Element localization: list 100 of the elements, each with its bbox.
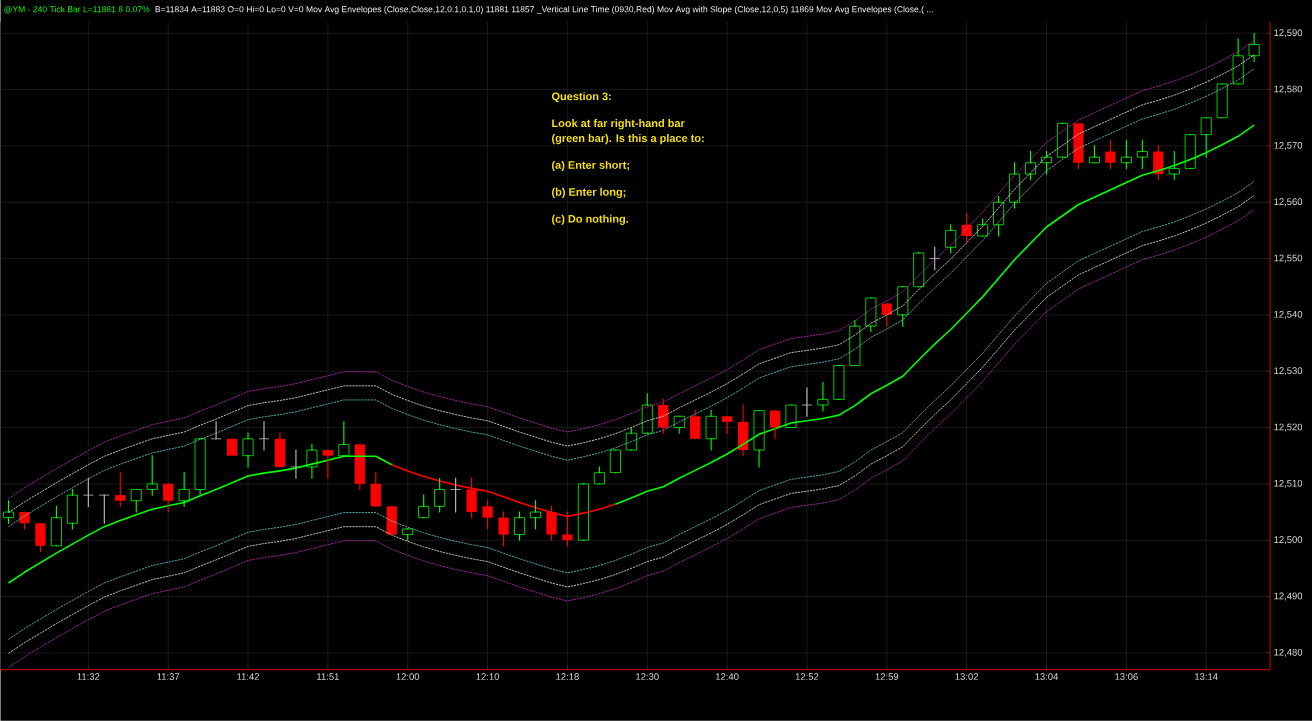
candlestick (1216, 83, 1228, 119)
x-tick-label: 12:59 (875, 673, 899, 681)
candlestick (226, 438, 238, 456)
candlestick (370, 472, 381, 507)
candlestick (1088, 145, 1100, 164)
annotation: Look at far right-hand bar (552, 119, 685, 130)
candlestick (673, 416, 685, 434)
candlestick (258, 421, 270, 451)
candlestick (19, 512, 30, 530)
annotation: (green bar). Is this a place to: (552, 134, 704, 145)
chart-title: @YM - 240 Tick Bar L=11881 8 0.07% (4, 6, 150, 14)
candlestick (482, 500, 493, 530)
candlestick (82, 477, 94, 508)
x-tick-label: 12:10 (476, 673, 500, 681)
candlestick (658, 398, 669, 434)
candlestick (1105, 139, 1116, 170)
x-tick-label: 13:04 (1035, 673, 1059, 681)
candlestick (897, 286, 909, 327)
candlestick (1136, 139, 1148, 170)
candlestick (1009, 162, 1021, 209)
y-tick-label: 12,580 (1274, 85, 1303, 94)
candlestick (737, 404, 749, 457)
x-tick-label: 11:42 (237, 673, 260, 680)
candlestick (529, 500, 541, 530)
candlestick (322, 450, 333, 479)
x-tick-label: 11:51 (317, 673, 339, 680)
y-tick-label: 12,570 (1274, 142, 1303, 150)
candlestick (977, 218, 989, 237)
candlestick (577, 483, 589, 541)
candlestick (690, 410, 701, 439)
y-tick-label: 12,550 (1274, 254, 1303, 263)
x-tick-label: 12:40 (716, 673, 739, 681)
candlestick (801, 387, 813, 417)
candlestick (163, 484, 174, 513)
candlestick (178, 472, 190, 508)
candlestick (1041, 151, 1053, 175)
candlestick (722, 416, 733, 434)
candlestick (434, 477, 446, 513)
annotation: Question 3: (551, 92, 611, 103)
candlestick (609, 449, 621, 474)
candlestick (98, 494, 110, 524)
x-tick-label: 12:00 (396, 673, 420, 681)
candlestick (865, 297, 877, 333)
y-tick-label: 12,540 (1274, 311, 1303, 319)
candlestick (1168, 151, 1180, 181)
candlestick (929, 246, 941, 271)
candlestick (130, 489, 142, 513)
candlestick (1184, 134, 1196, 169)
x-tick-label: 13:06 (1115, 673, 1138, 681)
candlestick (1248, 32, 1260, 63)
candlestick (66, 489, 78, 530)
y-tick-label: 12,480 (1274, 649, 1303, 657)
candlestick (50, 505, 62, 547)
y-tick-label: 12,520 (1274, 423, 1303, 432)
candlestick (1073, 123, 1084, 170)
annotation: (a) Enter short; (552, 161, 629, 172)
x-tick-label: 11:37 (157, 673, 180, 681)
y-tick-label: 12,490 (1274, 592, 1303, 601)
candlestick (514, 511, 526, 541)
annotation: (c) Do nothing. (552, 214, 628, 226)
candlestick (290, 449, 302, 479)
candlestick (625, 427, 637, 451)
candlestick (386, 506, 397, 535)
x-tick-label: 12:18 (556, 673, 579, 681)
candlestick (1025, 151, 1037, 181)
candlestick (402, 528, 414, 541)
y-tick-label: 12,510 (1274, 480, 1303, 488)
chart-subtitle: B=11834 A=11883 O=0 Hi=0 Lo=0 V=0 Mov Avg Envelopes (Close,Close,12,0.1,0.1,0) 11881 11857 _Vertical Line Time (0930,Red) Mov Avg with Slope (Close,12,0,5) 11869 Mov Avg Envelopes (Close,( ... (155, 6, 933, 15)
x-tick-label: 13:14 (1195, 673, 1218, 681)
candlestick (1056, 123, 1068, 158)
candlestick (1120, 139, 1132, 170)
candlestick (913, 252, 925, 288)
candlestick (210, 421, 222, 440)
candlestick (945, 224, 957, 254)
candlestick (1232, 38, 1244, 85)
x-tick-label: 13:02 (955, 673, 979, 681)
candlestick (146, 455, 158, 496)
candlestick (705, 410, 717, 451)
annotation: (b) Enter long; (552, 187, 626, 199)
candlestick (35, 523, 46, 553)
candlestick (498, 511, 509, 547)
x-tick-label: 11:32 (77, 673, 100, 681)
candlestick (418, 494, 430, 519)
y-tick-label: 12,500 (1274, 536, 1303, 545)
candlestick (753, 410, 765, 468)
candlestick (817, 382, 829, 412)
candlestick (833, 365, 845, 400)
candlestick (274, 432, 286, 468)
y-tick-label: 12,530 (1274, 367, 1303, 376)
candlestick (450, 477, 462, 513)
candlestick (641, 393, 653, 434)
candlestick (593, 466, 605, 485)
candlestick (769, 410, 781, 440)
y-tick-label: 12,560 (1274, 198, 1303, 207)
x-tick-label: 12:52 (795, 673, 819, 681)
candlestick (2, 500, 14, 524)
candlestick (849, 320, 861, 367)
candlestick (993, 196, 1005, 237)
candlestick (115, 472, 126, 508)
y-tick-label: 12,590 (1274, 29, 1303, 38)
